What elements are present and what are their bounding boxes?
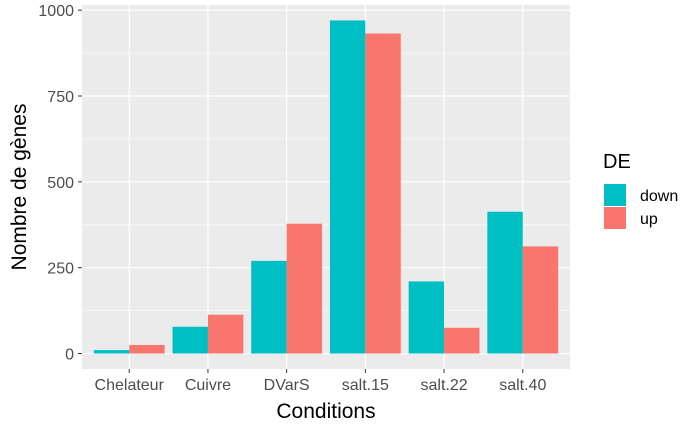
bar-up-Cuivre <box>207 314 244 354</box>
y-tick-label: 500 <box>47 175 74 192</box>
bar-down-salt.40 <box>487 211 523 354</box>
bar-down-salt.15 <box>329 20 366 354</box>
bar-down-DVarS <box>251 260 287 354</box>
bar-down-Chelateur <box>93 350 130 354</box>
x-axis-title: Conditions <box>276 400 375 423</box>
bar-up-salt.22 <box>444 327 480 354</box>
legend: DE down up <box>603 151 678 229</box>
x-tick-label: salt.22 <box>420 377 467 394</box>
y-axis-title: Nombre de gènes <box>8 104 31 271</box>
y-tick-label: 750 <box>47 89 74 106</box>
y-tick-label: 250 <box>47 261 74 278</box>
bar-down-Cuivre <box>172 326 208 354</box>
legend-key-down <box>604 184 626 206</box>
bars-group <box>93 20 559 354</box>
bar-up-salt.40 <box>522 246 559 354</box>
bar-up-salt.15 <box>365 33 401 354</box>
legend-title: DE <box>603 151 631 173</box>
major-gridlines <box>82 5 570 369</box>
legend-label-up: up <box>640 211 658 228</box>
legend-key-up <box>604 207 626 229</box>
x-tick-label: Cuivre <box>185 377 231 394</box>
x-tick-label: Chelateur <box>95 377 165 394</box>
bar-down-salt.22 <box>408 281 445 354</box>
x-tick-label: salt.15 <box>342 377 389 394</box>
y-tick-label: 1000 <box>38 3 74 20</box>
x-tick-label: DVarS <box>264 377 310 394</box>
bar-up-DVarS <box>286 223 323 354</box>
bar-up-Chelateur <box>129 344 165 354</box>
x-axis: Chelateur Cuivre DVarS salt.15 salt.22 salt.4… <box>95 369 546 394</box>
legend-label-down: down <box>640 188 678 205</box>
y-tick-label: 0 <box>65 347 74 364</box>
y-axis: 0 250 500 750 1000 <box>38 3 82 364</box>
x-tick-label: salt.40 <box>499 377 546 394</box>
